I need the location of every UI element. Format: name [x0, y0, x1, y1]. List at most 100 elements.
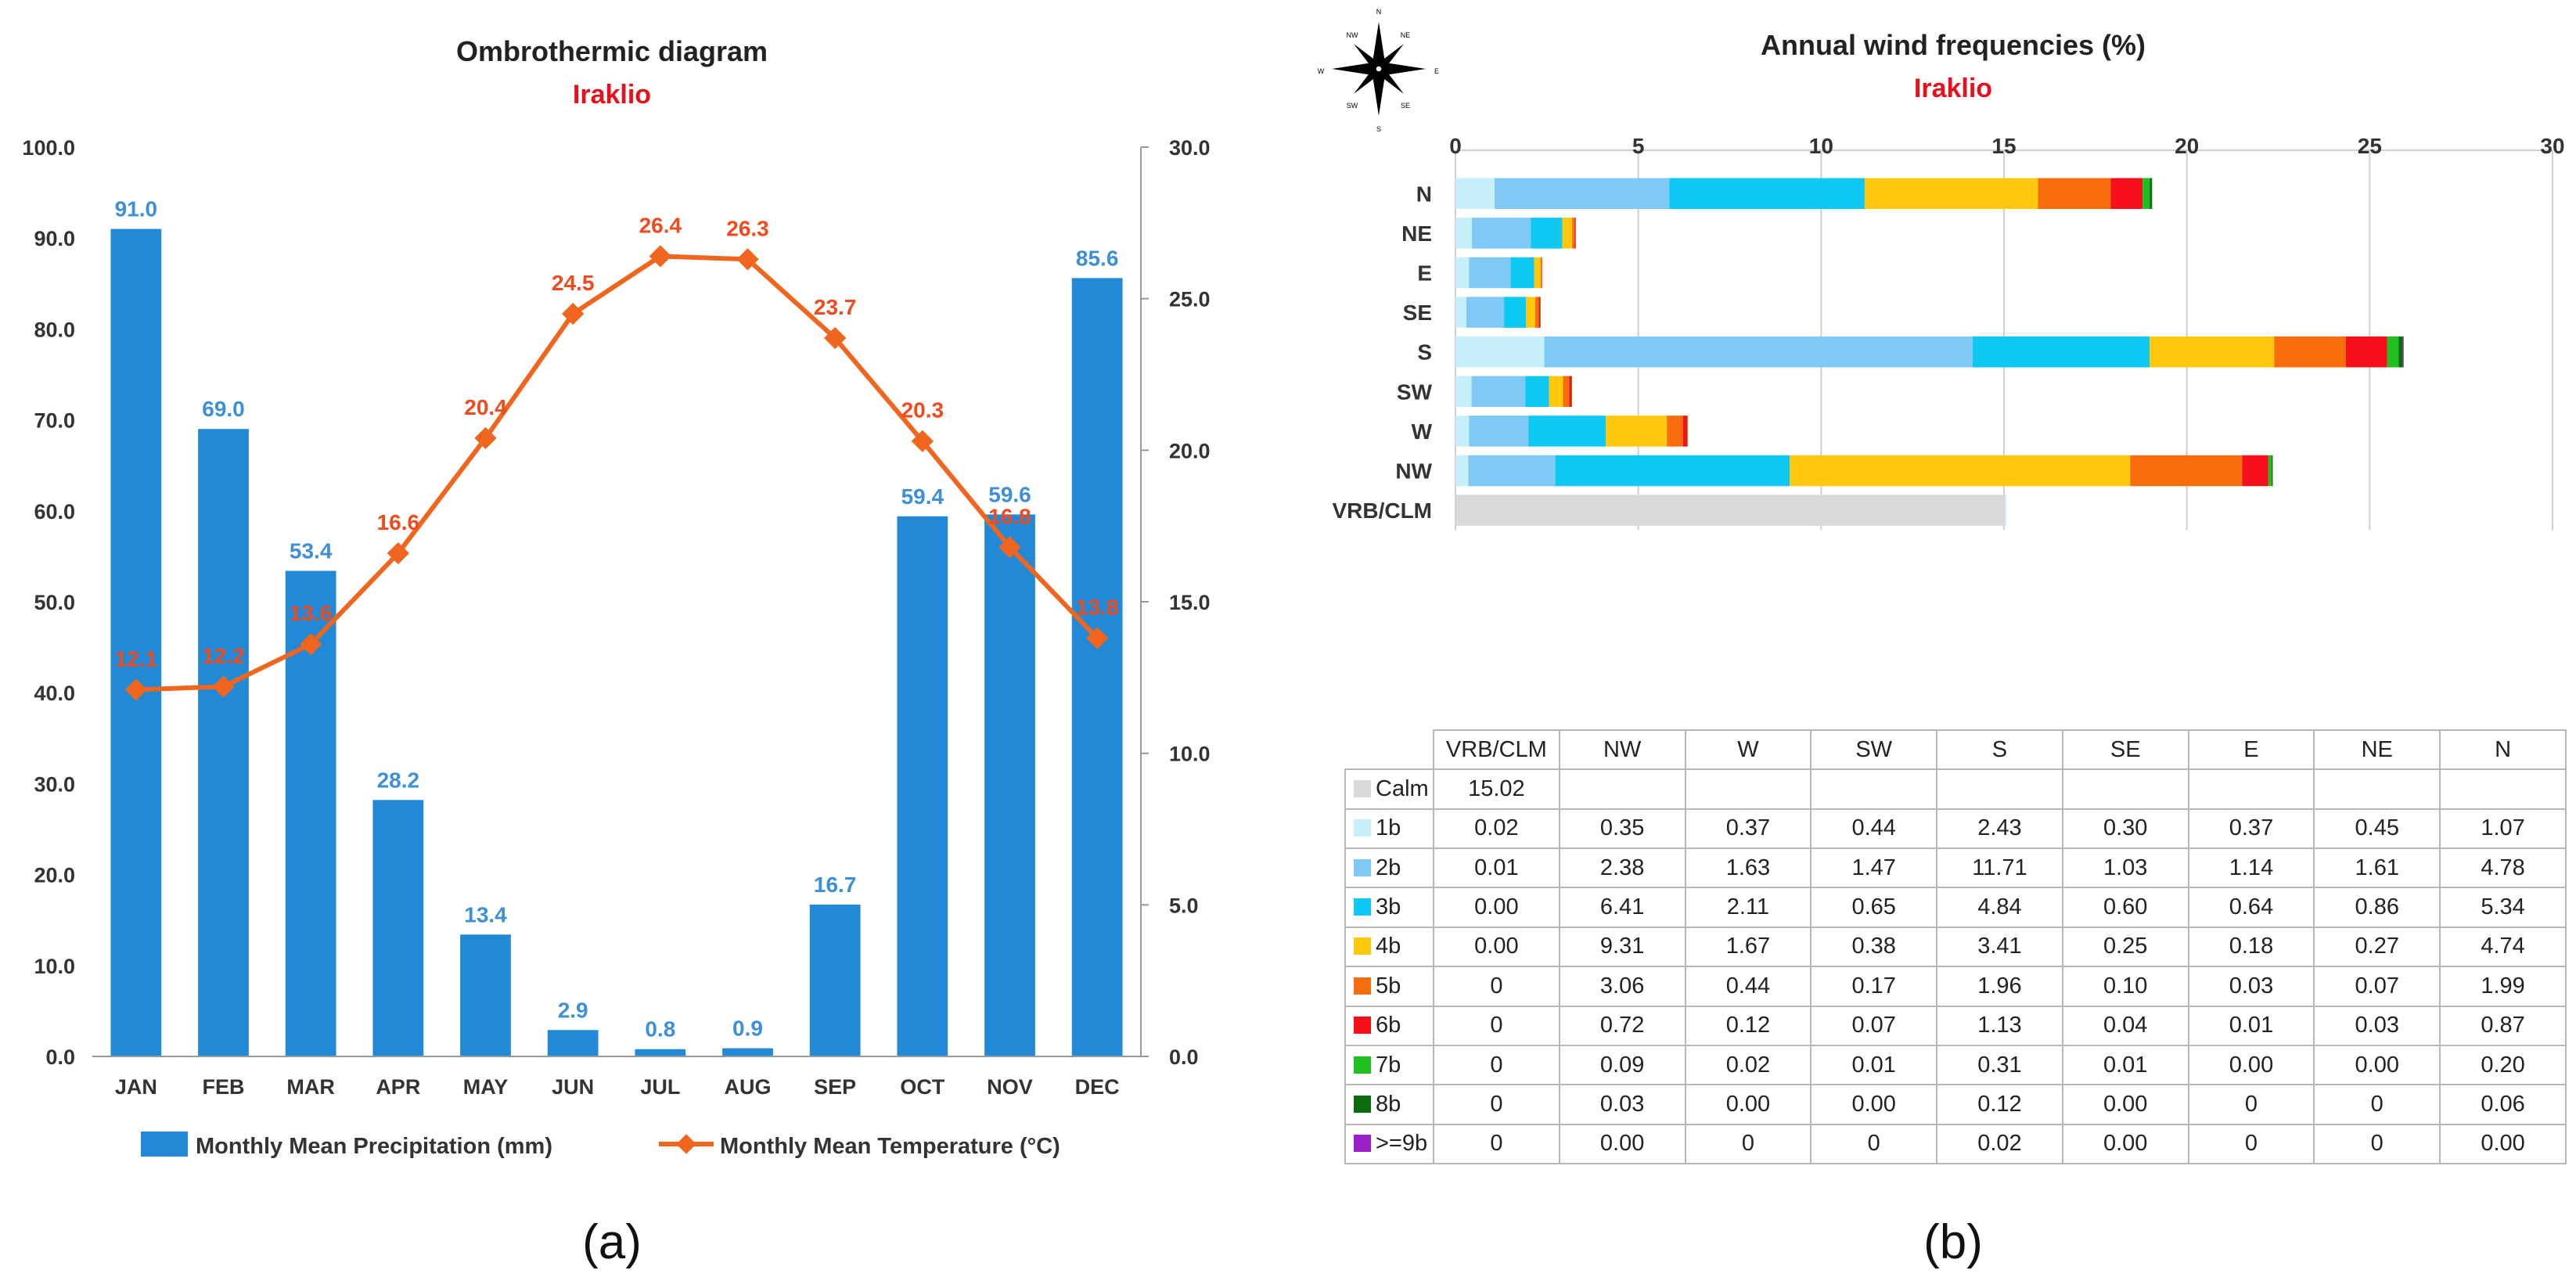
temperature-value-label: 13.6 [290, 601, 333, 625]
table-cell: 0.37 [2187, 808, 2315, 850]
direction-label: VRB/CLM [1332, 498, 1432, 523]
table-row: 2b 0.01 2.38 1.63 1.47 11.71 1.03 1.14 1.61 4.78 [1344, 847, 2567, 889]
y-right-tick-label: 0.0 [1169, 1045, 1199, 1069]
temperature-value-label: 12.1 [115, 646, 158, 671]
wind-segment-1b [1455, 455, 1469, 487]
legend-swatch [1354, 1095, 1371, 1113]
y-right-tick-label: 20.0 [1169, 439, 1211, 462]
table-cell: 0.01 [1433, 847, 1560, 889]
table-cell: 1.96 [1936, 966, 2063, 1007]
table-cell [1810, 768, 1938, 810]
table-cell: 0.20 [2439, 1044, 2567, 1086]
wind-segment-3b [1510, 257, 1534, 289]
wind-segment-2b [1495, 178, 1670, 210]
temperature-marker [911, 430, 934, 452]
direction-label: E [1417, 261, 1432, 286]
table-row: 8b 0 0.03 0.00 0.00 0.12 0.00 0 0 0.06 [1344, 1084, 2567, 1125]
table-cell: 2.11 [1684, 887, 1812, 928]
table-cell: 0.03 [2187, 966, 2315, 1007]
temperature-marker [300, 633, 322, 656]
precipitation-bar [722, 1048, 773, 1056]
temperature-value-label: 16.8 [988, 504, 1031, 528]
wind-segment-1b [1455, 218, 1473, 249]
direction-label: NW [1395, 459, 1432, 484]
wind-segment-2b [1544, 336, 1973, 368]
table-cell: 9.31 [1558, 926, 1686, 968]
table-cell: 0.27 [2313, 926, 2441, 968]
table-row-label: 3b [1344, 887, 1434, 928]
temperature-marker [124, 678, 147, 701]
wind-segment-5b [2038, 178, 2111, 210]
wind-segment-4b [1549, 376, 1563, 408]
wind-segment-7b [2268, 455, 2272, 487]
x-tick-label: 15 [1991, 134, 2016, 158]
table-cell: 0.01 [2187, 1005, 2315, 1046]
temperature-value-label: 26.3 [726, 216, 769, 240]
table-cell: 0 [1433, 966, 1560, 1007]
wind-segment-2b [1468, 455, 1556, 487]
table-row: 7b 0 0.09 0.02 0.01 0.31 0.01 0.00 0.00 0.20 [1344, 1044, 2567, 1086]
chart-a-title: Ombrothermic diagram [456, 35, 768, 67]
chart-b-subtitle: Iraklio [1914, 74, 1992, 103]
table-cell [2187, 768, 2315, 810]
x-tick-label: JAN [115, 1075, 157, 1099]
legend-precipitation-label: Monthly Mean Precipitation (mm) [196, 1134, 552, 1159]
table-cell: 1.99 [2439, 966, 2567, 1007]
table-cell: 0.00 [1810, 1084, 1938, 1125]
table-cell: 4.74 [2439, 926, 2567, 968]
wind-segment-6b [2345, 336, 2387, 368]
x-tick-label: OCT [900, 1075, 945, 1099]
compass-label: SE [1401, 102, 1410, 110]
x-tick-label: MAY [463, 1075, 509, 1099]
temperature-value-label: 16.6 [377, 510, 420, 534]
x-tick-label: AUG [725, 1075, 772, 1099]
precipitation-value-label: 59.6 [988, 482, 1031, 506]
table-cell: 0 [1433, 1084, 1560, 1125]
precipitation-bar [198, 429, 249, 1056]
wind-segment-4b [1534, 257, 1541, 289]
table-cell: 0.18 [2187, 926, 2315, 968]
table-row-label: Calm [1344, 768, 1434, 810]
legend-temperature-marker [676, 1134, 696, 1154]
y-left-tick-label: 90.0 [34, 227, 75, 250]
wind-segment-1b [1455, 178, 1495, 210]
wind-segment-4b [1790, 455, 2131, 487]
table-cell: 0.12 [1684, 1005, 1812, 1046]
table-cell: 0.45 [2313, 808, 2441, 850]
table-column-header: W [1684, 729, 1812, 771]
table-corner [1345, 730, 1434, 771]
precipitation-value-label: 91.0 [115, 197, 158, 221]
x-tick-label: DEC [1075, 1075, 1120, 1099]
wind-segment-5b [2274, 336, 2346, 368]
table-cell: 0.31 [1936, 1044, 2063, 1086]
table-cell: 6.41 [1558, 887, 1686, 928]
precipitation-value-label: 0.9 [732, 1017, 763, 1041]
wind-segment-5b [1540, 257, 1542, 289]
table-cell: 0.64 [2187, 887, 2315, 928]
x-tick-label: APR [376, 1075, 420, 1099]
table-cell: 15.02 [1433, 768, 1560, 810]
wind-segment-4b [1864, 178, 2038, 210]
y-right-tick-label: 30.0 [1169, 136, 1211, 160]
precipitation-bar [1071, 278, 1123, 1056]
wind-segment-1b [1455, 416, 1470, 447]
table-row-label: 7b [1344, 1044, 1434, 1086]
table-cell [2439, 768, 2567, 810]
table-cell [1936, 768, 2063, 810]
table-cell: 1.47 [1810, 847, 1938, 889]
table-cell: 0 [2313, 1084, 2441, 1125]
x-tick-label: JUN [552, 1075, 594, 1099]
table-cell: 0 [1684, 1123, 1812, 1165]
temperature-value-label: 20.3 [901, 398, 944, 423]
y-right-tick-label: 5.0 [1169, 894, 1199, 917]
table-cell: 1.67 [1684, 926, 1812, 968]
table-cell: 0.07 [2313, 966, 2441, 1007]
chart-a-subtitle: Iraklio [573, 80, 651, 110]
table-column-header: VRB/CLM [1433, 729, 1560, 771]
precipitation-bar [547, 1030, 599, 1056]
wind-segment-3b [1525, 376, 1549, 408]
y-left-tick-label: 20.0 [34, 864, 75, 887]
wind-segment-5b [2130, 455, 2243, 487]
chart-b-title: Annual wind frequencies (%) [1761, 29, 2146, 61]
table-cell: 0.10 [2061, 966, 2189, 1007]
